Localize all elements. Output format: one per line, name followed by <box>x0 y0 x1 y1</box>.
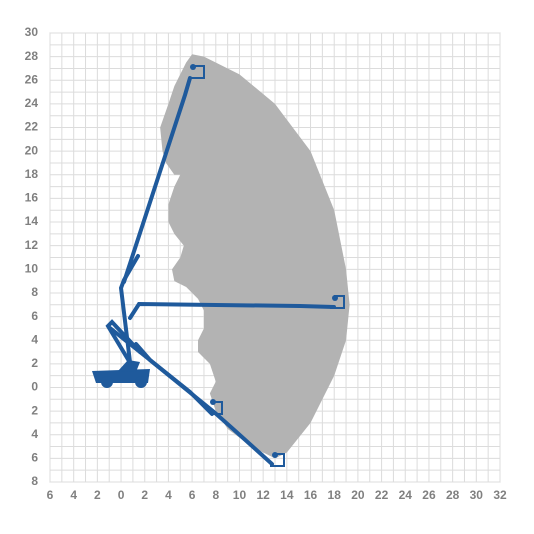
operator <box>210 399 216 405</box>
x-tick-label: 30 <box>470 488 484 502</box>
basket <box>270 453 285 467</box>
y-tick-label: 18 <box>25 167 39 181</box>
x-tick-label: 8 <box>212 488 219 502</box>
x-tick-label: 4 <box>165 488 172 502</box>
y-tick-label: 26 <box>25 72 39 86</box>
y-tick-label: 8 <box>31 285 38 299</box>
y-tick-label: 6 <box>31 451 38 465</box>
x-tick-label: 12 <box>256 488 270 502</box>
boom-lift <box>92 64 345 467</box>
y-tick-label: 16 <box>25 191 39 205</box>
boom-arm <box>118 254 140 364</box>
working-envelope <box>160 54 350 459</box>
x-tick-label: 6 <box>189 488 196 502</box>
y-tick-label: 8 <box>31 474 38 488</box>
x-tick-label: 14 <box>280 488 294 502</box>
x-tick-label: 28 <box>446 488 460 502</box>
x-tick-label: 16 <box>304 488 318 502</box>
y-tick-label: 30 <box>25 25 39 39</box>
x-tick-label: 32 <box>493 488 507 502</box>
x-tick-label: 0 <box>118 488 125 502</box>
x-tick-label: 4 <box>70 488 77 502</box>
y-tick-label: 20 <box>25 143 39 157</box>
x-tick-label: 22 <box>375 488 389 502</box>
wheel <box>101 376 113 388</box>
y-tick-label: 10 <box>25 261 39 275</box>
operator <box>190 64 196 70</box>
turntable <box>118 360 140 372</box>
x-tick-label: 26 <box>422 488 436 502</box>
wheel <box>135 376 147 388</box>
x-tick-label: 10 <box>233 488 247 502</box>
operator <box>272 452 278 458</box>
y-tick-label: 24 <box>25 96 39 110</box>
x-tick-label: 18 <box>328 488 342 502</box>
y-tick-label: 0 <box>31 380 38 394</box>
y-tick-label: 14 <box>25 214 39 228</box>
y-tick-label: 22 <box>25 120 39 134</box>
x-tick-label: 24 <box>399 488 413 502</box>
main-boom <box>134 342 274 466</box>
y-tick-label: 2 <box>31 403 38 417</box>
basket <box>190 65 205 79</box>
y-tick-label: 4 <box>31 332 38 346</box>
y-tick-label: 6 <box>31 309 38 323</box>
y-tick-label: 2 <box>31 356 38 370</box>
operator <box>332 295 338 301</box>
x-tick-label: 2 <box>94 488 101 502</box>
y-tick-label: 28 <box>25 49 39 63</box>
y-tick-label: 12 <box>25 238 39 252</box>
plot: 6 4 2 0 2 4 6 8 10 12 14 16 18 20 22 24 26 28 30 3230282624… <box>25 25 507 502</box>
y-tick-label: 4 <box>31 427 38 441</box>
x-tick-label: 20 <box>351 488 365 502</box>
x-tick-label: 6 <box>47 488 54 502</box>
x-tick-label: 2 <box>141 488 148 502</box>
basket <box>330 295 345 309</box>
main-boom <box>128 301 336 320</box>
main-boom <box>122 76 192 284</box>
